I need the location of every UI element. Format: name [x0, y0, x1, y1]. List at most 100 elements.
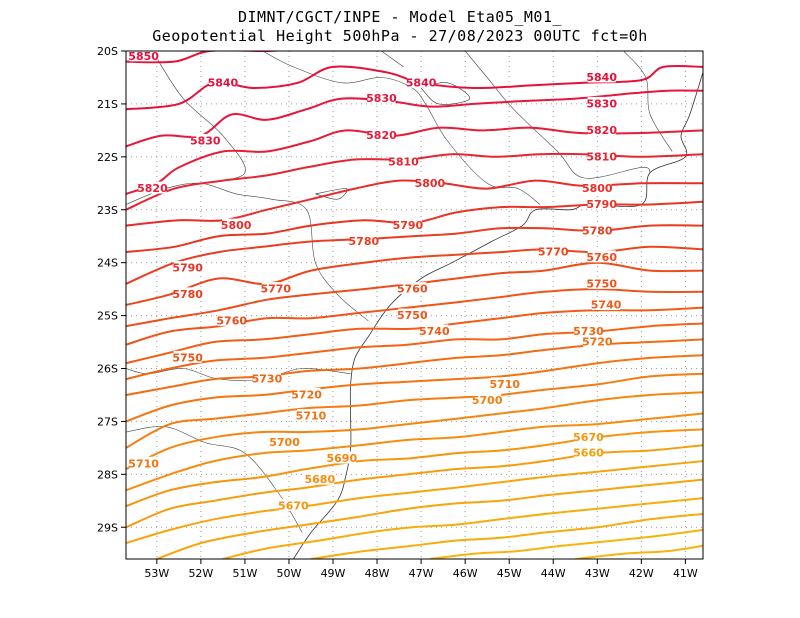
contour-label: 5750 [397, 309, 428, 322]
contour-label: 5740 [419, 325, 450, 338]
coastlines-and-borders [126, 51, 703, 559]
contour-line-5670 [126, 428, 703, 508]
contour-label-bg [349, 234, 378, 247]
contour-label: 5790 [586, 198, 617, 211]
contour-line-5700 [126, 372, 703, 449]
lon-tick-label: 45W [497, 567, 522, 580]
contour-label: 5830 [190, 134, 221, 147]
contour-label-bg [490, 377, 519, 390]
lon-tick-label: 44W [541, 567, 566, 580]
lat-tick-label: 21S [97, 98, 118, 111]
contour-line-5690 [126, 391, 703, 470]
lat-tick-label: 24S [97, 257, 118, 270]
lon-tick-label: 48W [365, 567, 390, 580]
contour-label-bg [173, 260, 202, 273]
contour-label: 5760 [216, 314, 247, 327]
contour-line-5730 [126, 322, 703, 381]
contour-line-extra2 [310, 513, 703, 559]
lon-tick-label: 47W [409, 567, 434, 580]
contour-label: 5800 [582, 182, 613, 195]
contour-label-bg [270, 435, 299, 448]
lon-tick-label: 49W [321, 567, 346, 580]
map-frame [125, 50, 704, 560]
contour-line-5750 [126, 288, 703, 346]
contour-label: 5750 [586, 277, 617, 290]
contour-label-bg [398, 282, 427, 295]
contour-line-5740 [126, 306, 703, 365]
contour-label-bg [129, 456, 158, 469]
contour-line-extra1 [156, 478, 703, 559]
contour-label: 5690 [327, 452, 358, 465]
lon-tick-label: 41W [673, 567, 698, 580]
contour-label-bg [389, 155, 418, 168]
contour-label: 5740 [591, 299, 622, 312]
contour-label: 5710 [489, 378, 520, 391]
lat-tick-label: 27S [97, 415, 118, 428]
contour-label-bg [583, 181, 612, 194]
contour-label-bg [217, 313, 246, 326]
lat-tick-label: 20S [97, 45, 118, 58]
contour-label: 5820 [366, 129, 397, 142]
state-border [623, 51, 673, 152]
lon-tick-label: 50W [277, 567, 302, 580]
contour-line-extra1 [126, 460, 703, 545]
contour-label: 5750 [172, 351, 203, 364]
chart-title-line1: DIMNT/CGCT/INPE - Model Eta05_M01_ [237, 8, 563, 26]
contour-label: 5730 [252, 373, 283, 386]
contour-label-bg [279, 499, 308, 512]
contour-label-bg [393, 218, 422, 231]
lat-tick-label: 28S [97, 468, 118, 481]
lat-tick-label: 29S [97, 521, 118, 534]
contour-label: 5830 [366, 92, 397, 105]
contour-label: 5810 [388, 156, 419, 169]
state-border [126, 182, 369, 322]
contour-label-bg [261, 282, 290, 295]
contour-label-bg [296, 409, 325, 422]
contour-label: 5780 [172, 288, 203, 301]
contour-label: 5720 [582, 336, 613, 349]
contour-label: 5670 [573, 431, 604, 444]
contour-label-bg [587, 250, 616, 263]
contour-label: 5680 [304, 473, 335, 486]
lat-tick-label: 23S [97, 204, 118, 217]
contour-label-bg [539, 245, 568, 258]
contour-label: 5810 [586, 150, 617, 163]
lon-tick-label: 52W [188, 567, 213, 580]
contour-label: 5770 [260, 283, 291, 296]
state-border [464, 51, 651, 179]
contour-label-bg [173, 350, 202, 363]
contour-label-bg [327, 451, 356, 464]
contour-line-5710 [126, 354, 703, 423]
contour-label-bg [407, 75, 436, 88]
contour-line-extra3 [575, 544, 703, 559]
contour-label-bg [583, 223, 612, 236]
contour-label-bg [592, 298, 621, 310]
chart-title-line2: Geopotential Height 500hPa - 27/08/2023 … [152, 27, 648, 45]
contour-label-bg [574, 430, 603, 443]
contour-label-bg [587, 149, 616, 162]
contour-label: 5850 [128, 50, 159, 63]
state-border [262, 51, 541, 205]
contour-label-bg [415, 176, 444, 189]
state-border [152, 51, 246, 184]
contour-label: 5780 [349, 235, 380, 248]
state-border [381, 51, 404, 68]
contour-label-bg [367, 91, 396, 104]
contour-label-bg [574, 324, 603, 337]
contour-label: 5840 [586, 71, 617, 84]
contour-label-bg [587, 197, 616, 210]
contour-label-bg [191, 133, 220, 146]
contour-label: 5760 [397, 283, 428, 296]
contour-label: 5670 [278, 500, 309, 513]
contour-label-bg [574, 446, 603, 459]
contour-label-bg [587, 276, 616, 289]
contour-label: 5770 [538, 246, 569, 259]
contour-label-bg [473, 393, 502, 406]
lat-tick-label: 22S [97, 151, 118, 164]
lon-tick-label: 46W [453, 567, 478, 580]
contour-label-bg [367, 128, 396, 141]
axes-ticks: 53W 52W 51W 50W 49W 48W 47W 46W 45W 44W 43W 42W 41W 2… [97, 45, 698, 580]
lon-tick-label: 53W [144, 567, 169, 580]
contour-label-bg [587, 123, 616, 136]
